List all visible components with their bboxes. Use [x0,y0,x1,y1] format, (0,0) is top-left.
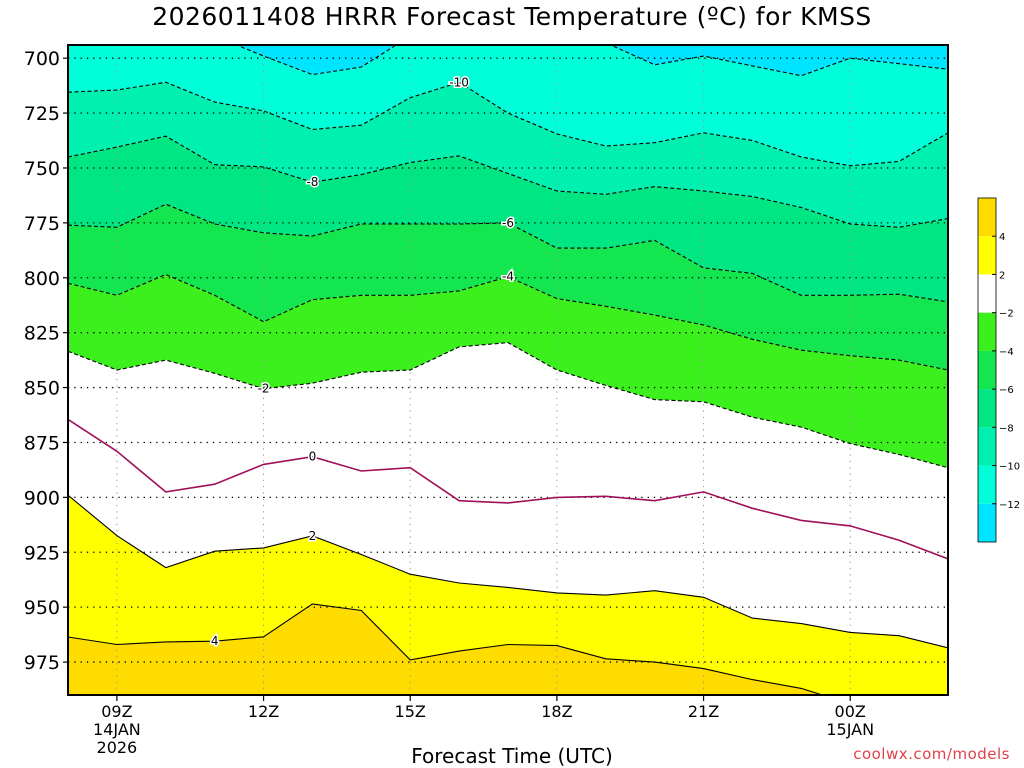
colorbar-label-5: −8 [999,423,1014,434]
y-tick-label-875: 875 [24,432,60,454]
x-tick-label-15Z: 15Z [395,702,426,721]
credit-link[interactable]: coolwx.com/models [853,745,1010,763]
x-tick-label-09Z: 09Z [101,702,132,721]
colorbar-swatch-below_m12 [978,503,996,542]
x-tick-label-18Z: 18Z [541,702,572,721]
colorbar-swatch-m6_m4 [978,350,996,390]
colorbar-swatch-m4_m2 [978,312,996,351]
contour-line-2 [68,494,948,649]
y-tick-label-900: 900 [24,487,60,509]
x-tick-label-21Z: 21Z [688,702,719,721]
band-m2-2 [68,342,948,648]
contour-label-4: 4 [211,634,219,648]
colorbar-swatch-m2_2 [978,274,996,313]
contour-label-2: 2 [309,529,317,543]
y-tick-label-775: 775 [24,213,60,235]
contour-label-0: 0 [309,450,317,464]
colorbar-label-1: 2 [999,270,1005,281]
contour-line-4 [68,603,825,695]
y-tick-label-700: 700 [24,48,60,70]
x-tick-sublabel-2026: 2026 [97,738,138,757]
y-tick-label-800: 800 [24,268,60,290]
colorbar-swatch-2_4 [978,236,996,275]
band-above-4 [68,603,948,695]
x-tick-label-12Z: 12Z [248,702,279,721]
x-axis-title: Forecast Time (UTC) [411,744,613,768]
colorbar-label-2: −2 [999,309,1014,320]
contour-line-m8 [68,135,948,228]
band-m12-m10 [68,45,948,166]
x-tick-label-00Z: 00Z [835,702,866,721]
colorbar-label-3: −4 [999,347,1014,358]
band-2-4 [68,495,948,695]
y-tick-label-925: 925 [24,542,60,564]
y-tick-label-850: 850 [24,378,60,400]
colorbar-swatch-m10_m8 [978,427,996,466]
band-m6-m4 [68,204,948,370]
contour-line-m6 [68,203,948,303]
contour-label-m10: -10 [449,75,469,89]
colorbar-swatch-m8_m6 [978,389,996,428]
colorbar-label-7: −12 [999,500,1020,511]
contour-line-m4 [68,273,948,371]
colorbar-frame [977,197,997,543]
band-m8-m6 [68,136,948,302]
colorbar-label-0: 4 [999,232,1005,243]
contour-label-m6: -6 [502,216,514,230]
contour-label-m2: -2 [258,382,270,396]
band-m10-m8 [68,82,948,228]
contour-line-0 [68,418,948,560]
x-tick-sublabel-14JAN: 14JAN [93,720,141,739]
y-tick-label-825: 825 [24,323,60,345]
colorbar-label-6: −10 [999,462,1020,473]
x-tick-sublabel-15JAN: 15JAN [826,720,874,739]
band-below-m12 [68,45,948,76]
chart-title: 2026011408 HRRR Forecast Temperature (ºC… [152,2,872,31]
plot-frame [67,44,949,696]
colorbar-swatch-above_4 [978,198,996,237]
colorbar-swatch-m12_m10 [978,465,996,504]
contour-line-m10 [68,81,948,167]
y-tick-label-725: 725 [24,103,60,125]
contour-label-m8: -8 [306,175,318,189]
band-m4-m2 [68,274,948,468]
contour-label-m4: -4 [502,270,514,284]
contour-line-m2 [68,342,948,469]
y-tick-label-950: 950 [24,597,60,619]
y-tick-label-750: 750 [24,158,60,180]
y-tick-label-975: 975 [24,652,60,674]
colorbar-label-4: −6 [999,385,1014,396]
